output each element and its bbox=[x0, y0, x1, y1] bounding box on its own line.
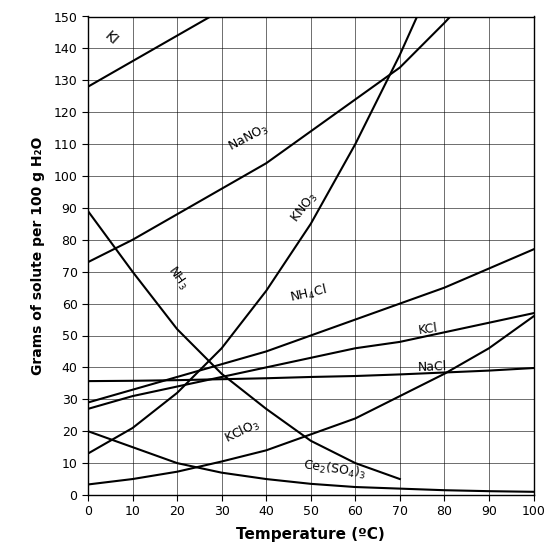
Y-axis label: Grams of solute per 100 g H₂O: Grams of solute per 100 g H₂O bbox=[31, 136, 45, 375]
Text: NaNO$_3$: NaNO$_3$ bbox=[226, 121, 271, 155]
X-axis label: Temperature (ºC): Temperature (ºC) bbox=[236, 527, 385, 542]
Text: KNO$_3$: KNO$_3$ bbox=[289, 190, 322, 226]
Text: Ce$_2$(SO$_4$)$_3$: Ce$_2$(SO$_4$)$_3$ bbox=[302, 457, 366, 482]
Text: KI: KI bbox=[101, 29, 120, 48]
Text: KClO$_3$: KClO$_3$ bbox=[222, 416, 262, 447]
Text: KCl: KCl bbox=[417, 321, 439, 337]
Text: NaCl: NaCl bbox=[417, 360, 448, 375]
Text: NH$_3$: NH$_3$ bbox=[164, 263, 191, 293]
Text: NH$_4$Cl: NH$_4$Cl bbox=[289, 282, 328, 306]
